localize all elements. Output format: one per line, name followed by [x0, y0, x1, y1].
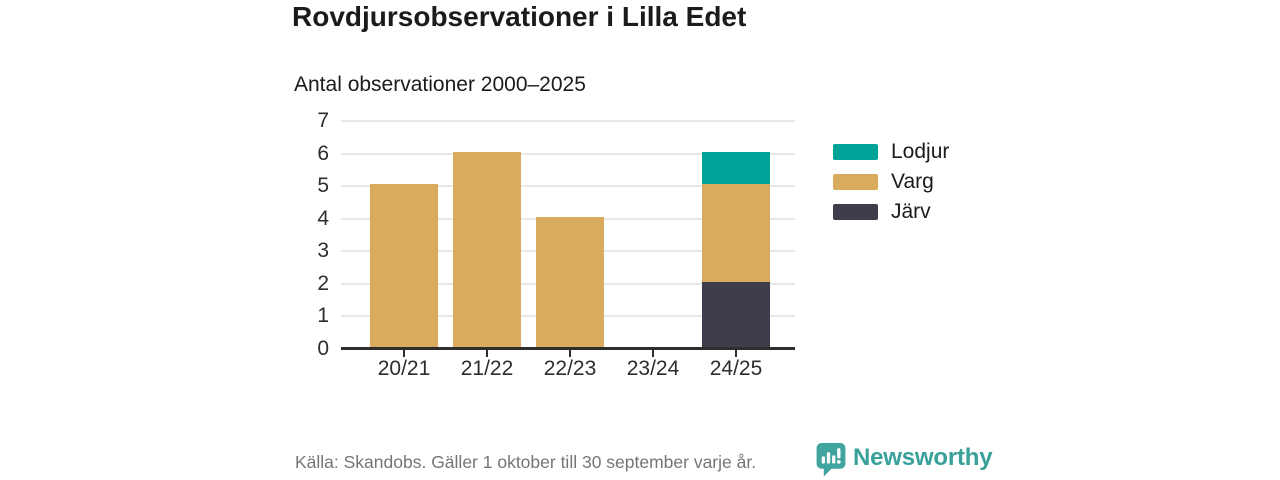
legend-label-varg: Varg — [891, 170, 934, 193]
axis-tick — [569, 350, 571, 357]
y-tick-label: 6 — [317, 141, 329, 165]
legend-row-varg: Varg — [833, 170, 949, 193]
axis-tick — [652, 350, 654, 357]
y-tick-label: 0 — [317, 337, 329, 360]
gridline — [341, 120, 795, 122]
x-tick-label: 23/24 — [626, 357, 680, 380]
logo-bubble — [816, 443, 846, 477]
x-tick-label: 20/21 — [377, 357, 431, 380]
chart-title: Rovdjursobservationer i Lilla Edet — [292, 1, 747, 32]
gridline — [341, 185, 795, 188]
x-tick-label: 24/25 — [709, 357, 763, 380]
legend: Lodjur Varg Järv — [833, 140, 950, 234]
x-axis-line — [341, 347, 795, 350]
y-tick-label: 3 — [317, 239, 329, 263]
legend-label-lodjur: Lodjur — [891, 140, 950, 163]
y-tick-label: 2 — [317, 271, 329, 295]
y-tick-label: 5 — [317, 174, 329, 198]
y-tick-label: 4 — [317, 206, 329, 230]
legend-swatch-varg — [833, 174, 878, 190]
y-tick-label: 1 — [317, 304, 329, 328]
legend-swatch-lodjur — [833, 144, 878, 160]
bar-segment-varg-20-21 — [370, 184, 438, 347]
newsworthy-wordmark: Newsworthy — [853, 444, 993, 471]
legend-row-lodjur: Lodjur — [833, 140, 950, 163]
legend-label-järv: Järv — [891, 200, 931, 223]
x-tick-label: 21/22 — [460, 357, 514, 380]
axis-tick — [403, 350, 405, 357]
chart-subtitle: Antal observationer 2000–2025 — [294, 73, 586, 96]
legend-row-järv: Järv — [833, 200, 949, 223]
bar-segment-lodjur-24-25 — [702, 151, 770, 185]
source-note: Källa: Skandobs. Gäller 1 oktober till 3… — [295, 452, 757, 472]
gridline — [341, 152, 795, 155]
newsworthy-logo-icon — [816, 443, 846, 477]
legend-swatch-järv — [833, 204, 878, 220]
bar-segment-järv-24-25 — [702, 281, 770, 347]
y-tick-label: 7 — [317, 109, 329, 132]
bar-segment-varg-22-23 — [536, 216, 604, 347]
brand-lockup: Newsworthy — [816, 443, 993, 477]
axis-tick — [735, 350, 737, 357]
axis-tick — [486, 350, 488, 357]
bar-segment-varg-21-22 — [453, 151, 521, 347]
x-tick-label: 22/23 — [543, 357, 597, 380]
bar-segment-varg-24-25 — [702, 184, 770, 282]
plot-area: 0 1 2 3 4 5 6 7 20/21 21/22 22/23 23/24 24/25 — [317, 109, 795, 380]
